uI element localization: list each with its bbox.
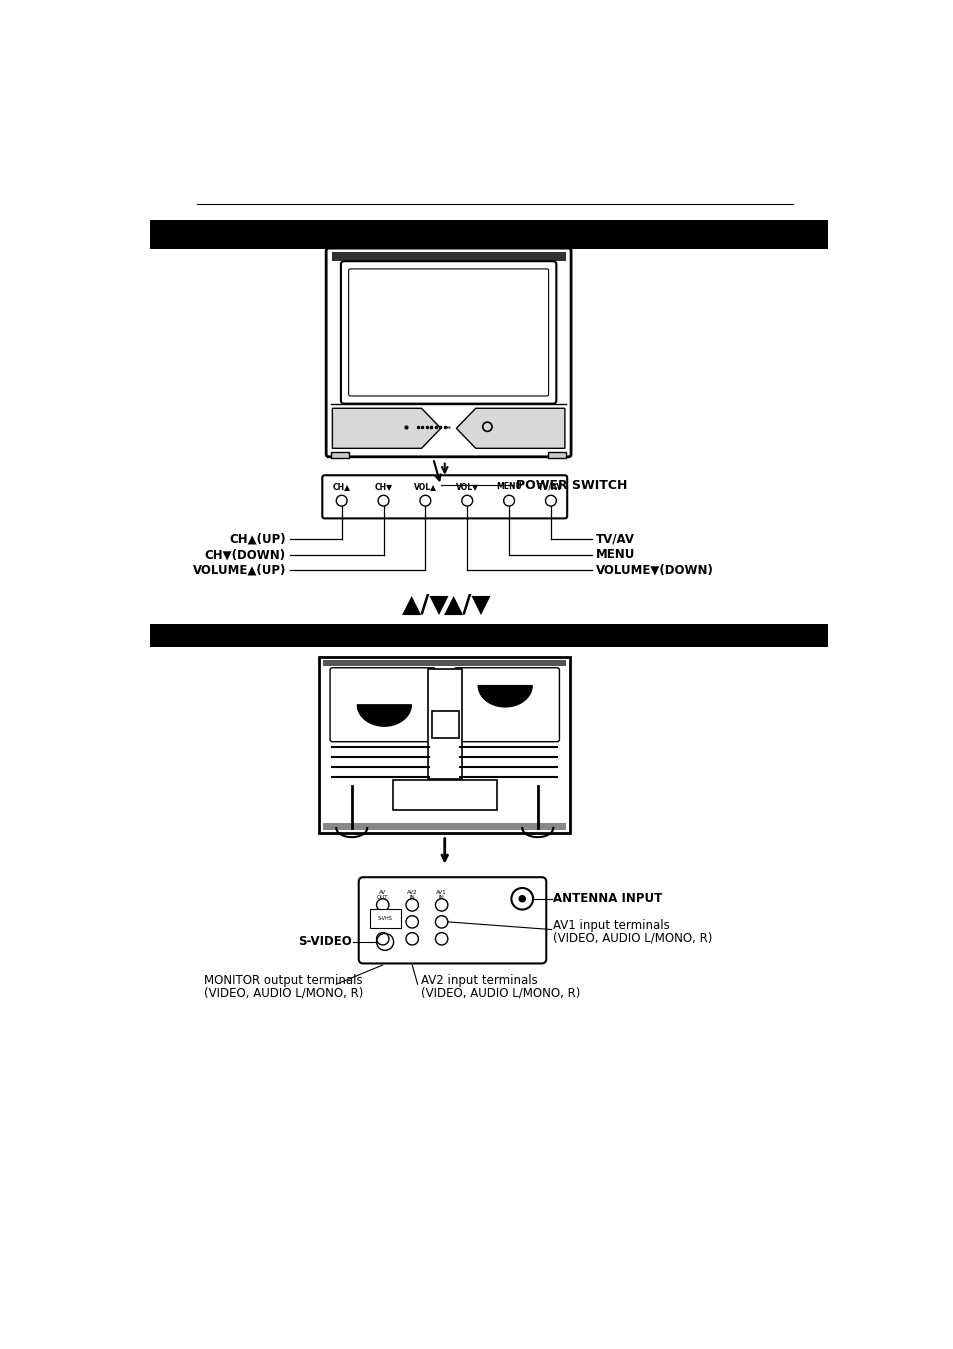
Text: (VIDEO, AUDIO L/MONO, R): (VIDEO, AUDIO L/MONO, R) [553, 932, 712, 944]
Bar [431, 711, 458, 738]
Text: TV/AV: TV/AV [596, 533, 634, 546]
Text: VOLUME▲(UP): VOLUME▲(UP) [193, 564, 286, 576]
FancyBboxPatch shape [326, 248, 571, 457]
Bar [150, 220, 827, 248]
Text: ▲/▼: ▲/▼ [401, 592, 449, 616]
Bar [369, 909, 400, 928]
FancyBboxPatch shape [393, 780, 497, 811]
Text: AV
OUT: AV OUT [376, 889, 388, 900]
Text: MENU: MENU [496, 483, 521, 491]
Text: ANTENNA INPUT: ANTENNA INPUT [553, 892, 661, 905]
Text: CH▼: CH▼ [375, 483, 392, 491]
Text: (VIDEO, AUDIO L/MONO, R): (VIDEO, AUDIO L/MONO, R) [204, 986, 363, 1000]
Polygon shape [456, 409, 564, 448]
Text: AV1
IN: AV1 IN [436, 889, 447, 900]
Polygon shape [477, 685, 532, 707]
Text: (VIDEO, AUDIO L/MONO, R): (VIDEO, AUDIO L/MONO, R) [421, 986, 580, 1000]
Text: VOL▼: VOL▼ [456, 483, 478, 491]
FancyBboxPatch shape [340, 262, 556, 403]
Text: S-VHS: S-VHS [377, 916, 392, 920]
Text: VOLUME▼(DOWN): VOLUME▼(DOWN) [596, 564, 713, 576]
Text: ▲/▼: ▲/▼ [444, 592, 492, 616]
Text: CH▼(DOWN): CH▼(DOWN) [205, 548, 286, 561]
Bar [323, 823, 566, 830]
FancyBboxPatch shape [348, 268, 548, 397]
FancyBboxPatch shape [319, 657, 570, 834]
Bar [323, 660, 566, 666]
Text: VOL▲: VOL▲ [414, 483, 436, 491]
Bar [332, 252, 565, 262]
Text: TV/AV: TV/AV [537, 483, 563, 491]
Text: AV2 input terminals: AV2 input terminals [421, 974, 537, 987]
Bar [331, 452, 349, 459]
Text: MENU: MENU [596, 548, 635, 561]
Polygon shape [356, 704, 411, 726]
Text: AV1 input terminals: AV1 input terminals [553, 919, 669, 932]
Circle shape [518, 896, 525, 902]
Text: CH▲(UP): CH▲(UP) [229, 533, 286, 546]
Text: MONITOR output terminals: MONITOR output terminals [204, 974, 363, 987]
Text: CH▲: CH▲ [333, 483, 351, 491]
FancyBboxPatch shape [358, 877, 546, 963]
Text: POWER SWITCH: POWER SWITCH [516, 479, 627, 492]
Text: AV2
IN: AV2 IN [407, 889, 417, 900]
Text: S-VIDEO: S-VIDEO [297, 935, 352, 948]
Polygon shape [332, 409, 440, 448]
Bar [150, 623, 827, 648]
FancyBboxPatch shape [322, 475, 567, 518]
FancyBboxPatch shape [427, 669, 461, 780]
Bar [547, 452, 566, 459]
